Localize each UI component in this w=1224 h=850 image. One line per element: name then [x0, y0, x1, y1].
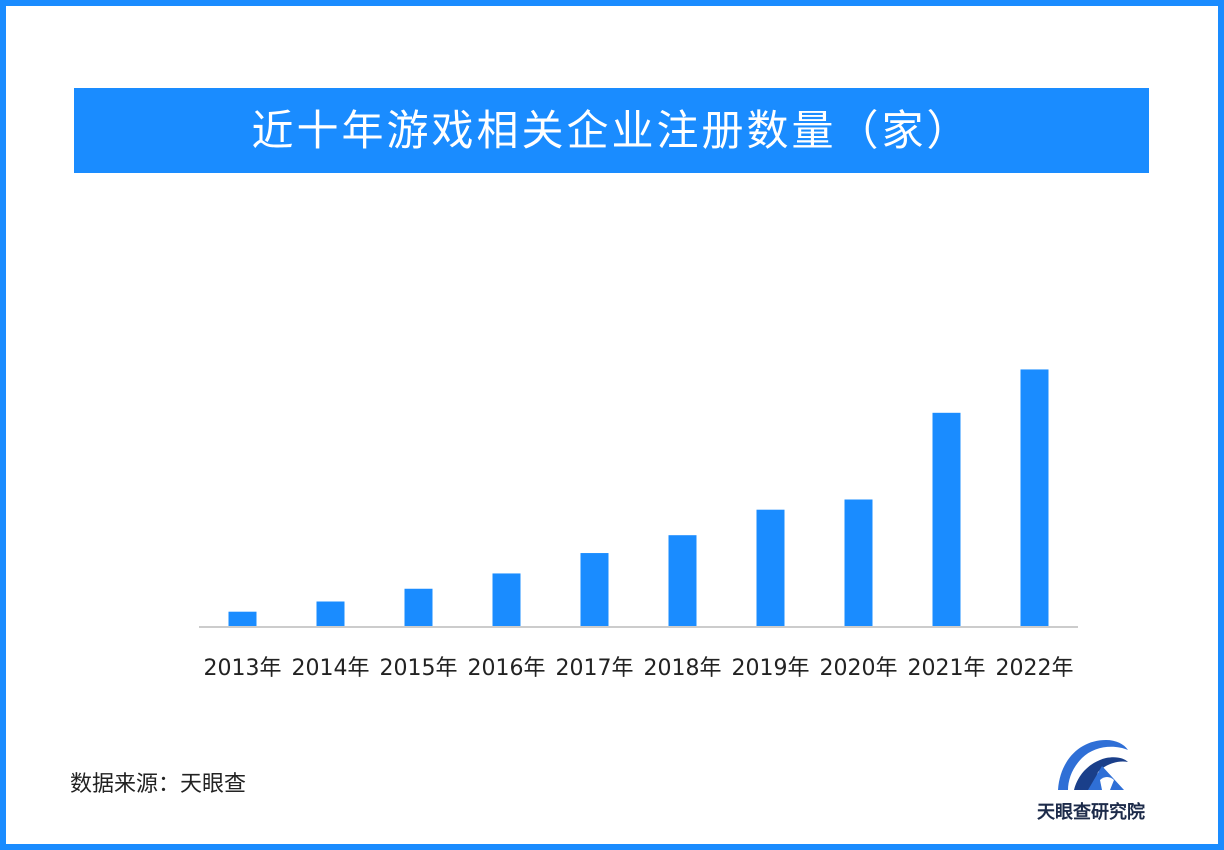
bar-8: [844, 499, 873, 627]
bar-6: [668, 535, 697, 627]
x-tick-label-8: 2020年: [820, 656, 898, 681]
bar-5: [580, 553, 609, 627]
bar-2: [316, 601, 345, 627]
x-tick-label-4: 2016年: [468, 656, 546, 681]
brand-logo: 天眼查研究院: [1028, 736, 1154, 828]
x-tick-label-3: 2015年: [380, 656, 458, 681]
bar-7: [756, 509, 785, 627]
bar-9: [932, 412, 961, 627]
x-tick-label-1: 2013年: [204, 656, 282, 681]
chart-title: 近十年游戏相关企业注册数量（家）: [251, 105, 972, 155]
bars-layer: [228, 369, 1049, 627]
x-tick-labels: 2013年 2014年 2015年 2016年 2017年 2018年 2019年 2020年…: [204, 656, 1074, 681]
data-source-note: 数据来源：天眼查: [70, 772, 247, 797]
bar-3: [404, 588, 433, 627]
brand-logo-text: 天眼查研究院: [1037, 802, 1145, 823]
tianyancha-logo-icon: [1058, 740, 1128, 790]
title-banner: 近十年游戏相关企业注册数量（家）: [74, 88, 1149, 173]
x-tick-label-5: 2017年: [556, 656, 634, 681]
x-tick-label-7: 2019年: [732, 656, 810, 681]
x-tick-label-9: 2021年: [908, 656, 986, 681]
x-tick-label-2: 2014年: [292, 656, 370, 681]
bar-10: [1020, 369, 1049, 627]
x-tick-label-10: 2022年: [996, 656, 1074, 681]
x-tick-label-6: 2018年: [644, 656, 722, 681]
bar-1: [228, 611, 257, 627]
bar-4: [492, 573, 521, 627]
